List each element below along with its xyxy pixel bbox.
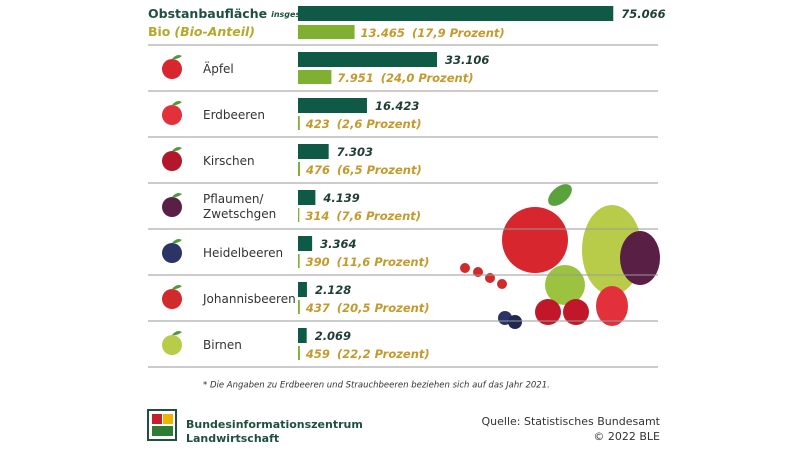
category-label: Äpfel xyxy=(203,61,234,76)
bar-total xyxy=(298,328,307,343)
bar-bio xyxy=(298,254,300,268)
header-bio: Bio (Bio-Anteil) xyxy=(148,24,255,39)
value-label-total: 2.128 xyxy=(315,283,351,297)
bar-bio xyxy=(298,346,300,360)
category-label: Kirschen xyxy=(203,153,255,168)
bar-bio xyxy=(298,25,355,39)
bio-value: 459 xyxy=(305,347,330,361)
bio-share: (7,6 Prozent) xyxy=(336,209,421,223)
bio-value: 476 xyxy=(305,163,330,177)
bar-bio xyxy=(298,116,300,130)
fruit-icon xyxy=(162,59,182,79)
category-label: Heidelbeeren xyxy=(203,245,284,260)
fruit-leaf xyxy=(172,147,182,152)
bar-total xyxy=(298,190,316,205)
total-note: insgesamt xyxy=(271,10,319,19)
bar-bio xyxy=(298,208,300,222)
value-label-total: 3.364 xyxy=(320,237,356,251)
bio-share: (20,5 Prozent) xyxy=(337,301,430,315)
bio-value: 314 xyxy=(305,209,329,223)
org-line2: Landwirtschaft xyxy=(186,432,279,445)
fruit-icon xyxy=(162,151,182,171)
logo xyxy=(147,409,177,441)
bio-value: 390 xyxy=(306,255,330,269)
bio-share: (22,2 Prozent) xyxy=(337,347,430,361)
fruit-leaf xyxy=(172,285,182,290)
bar-total xyxy=(298,144,329,159)
fruit-leaf xyxy=(172,55,182,60)
category-label: Erdbeeren xyxy=(203,107,265,122)
fruit-icon xyxy=(162,243,182,263)
value-label-total: 33.106 xyxy=(445,53,489,67)
fruit-leaf xyxy=(172,331,182,336)
bio-note: (Bio-Anteil) xyxy=(174,24,255,39)
copyright: © 2022 BLE xyxy=(593,430,660,443)
bar-total xyxy=(298,236,313,251)
value-label-total: 75.066 xyxy=(621,7,665,21)
category-label: Pflaumen/ Zwetschgen xyxy=(203,192,277,221)
category-label: Birnen xyxy=(203,337,242,352)
bio-label: Bio xyxy=(148,24,171,39)
org-line1: Bundesinformationszentrum xyxy=(186,418,363,431)
value-label-total: 4.139 xyxy=(322,191,359,205)
fruit-leaf xyxy=(172,101,182,106)
bio-value: 13.465 xyxy=(361,26,405,40)
value-label-bio: 476 (6,5 Prozent) xyxy=(305,163,422,177)
value-label-bio: 7.951 (24,0 Prozent) xyxy=(337,71,473,85)
value-label-total: 2.069 xyxy=(315,329,351,343)
bio-share: (24,0 Prozent) xyxy=(381,71,474,85)
fruit-illustration xyxy=(460,184,660,329)
bar-total xyxy=(298,98,367,113)
bio-share: (17,9 Prozent) xyxy=(412,26,505,40)
bio-share: (2,6 Prozent) xyxy=(337,117,422,131)
fruit-icon xyxy=(162,197,182,217)
bar-bio xyxy=(298,300,300,314)
value-label-bio: 390 (11,6 Prozent) xyxy=(306,255,430,269)
value-label-bio: 314 (7,6 Prozent) xyxy=(305,209,421,223)
value-label-bio: 423 (2,6 Prozent) xyxy=(305,117,422,131)
source: Quelle: Statistisches Bundesamt xyxy=(482,415,661,428)
fruit-icon xyxy=(162,289,182,309)
header-total: Obstanbaufläche insgesamt xyxy=(148,6,319,21)
value-label-bio: 437 (20,5 Prozent) xyxy=(305,301,430,315)
value-label-bio: 13.465 (17,9 Prozent) xyxy=(361,26,505,40)
fruit-icon xyxy=(162,105,182,125)
bio-value: 437 xyxy=(305,301,330,315)
total-label: Obstanbaufläche xyxy=(148,6,267,21)
value-label-total: 16.423 xyxy=(375,99,419,113)
bio-value: 423 xyxy=(305,117,330,131)
value-label-bio: 459 (22,2 Prozent) xyxy=(305,347,430,361)
value-label-total: 7.303 xyxy=(337,145,373,159)
bio-share: (6,5 Prozent) xyxy=(337,163,422,177)
fruit-icon xyxy=(162,335,182,355)
bio-share: (11,6 Prozent) xyxy=(337,255,430,269)
bio-value: 7.951 xyxy=(337,71,373,85)
bar-total xyxy=(298,52,438,67)
footnote: * Die Angaben zu Erdbeeren und Strauchbe… xyxy=(203,381,550,391)
bar-total xyxy=(298,6,614,21)
bar-bio xyxy=(298,70,332,84)
bar-bio xyxy=(298,162,300,176)
fruit-leaf xyxy=(172,239,182,244)
bar-total xyxy=(298,282,307,297)
fruit-leaf xyxy=(172,193,182,198)
category-label: Johannisbeeren xyxy=(203,291,296,306)
